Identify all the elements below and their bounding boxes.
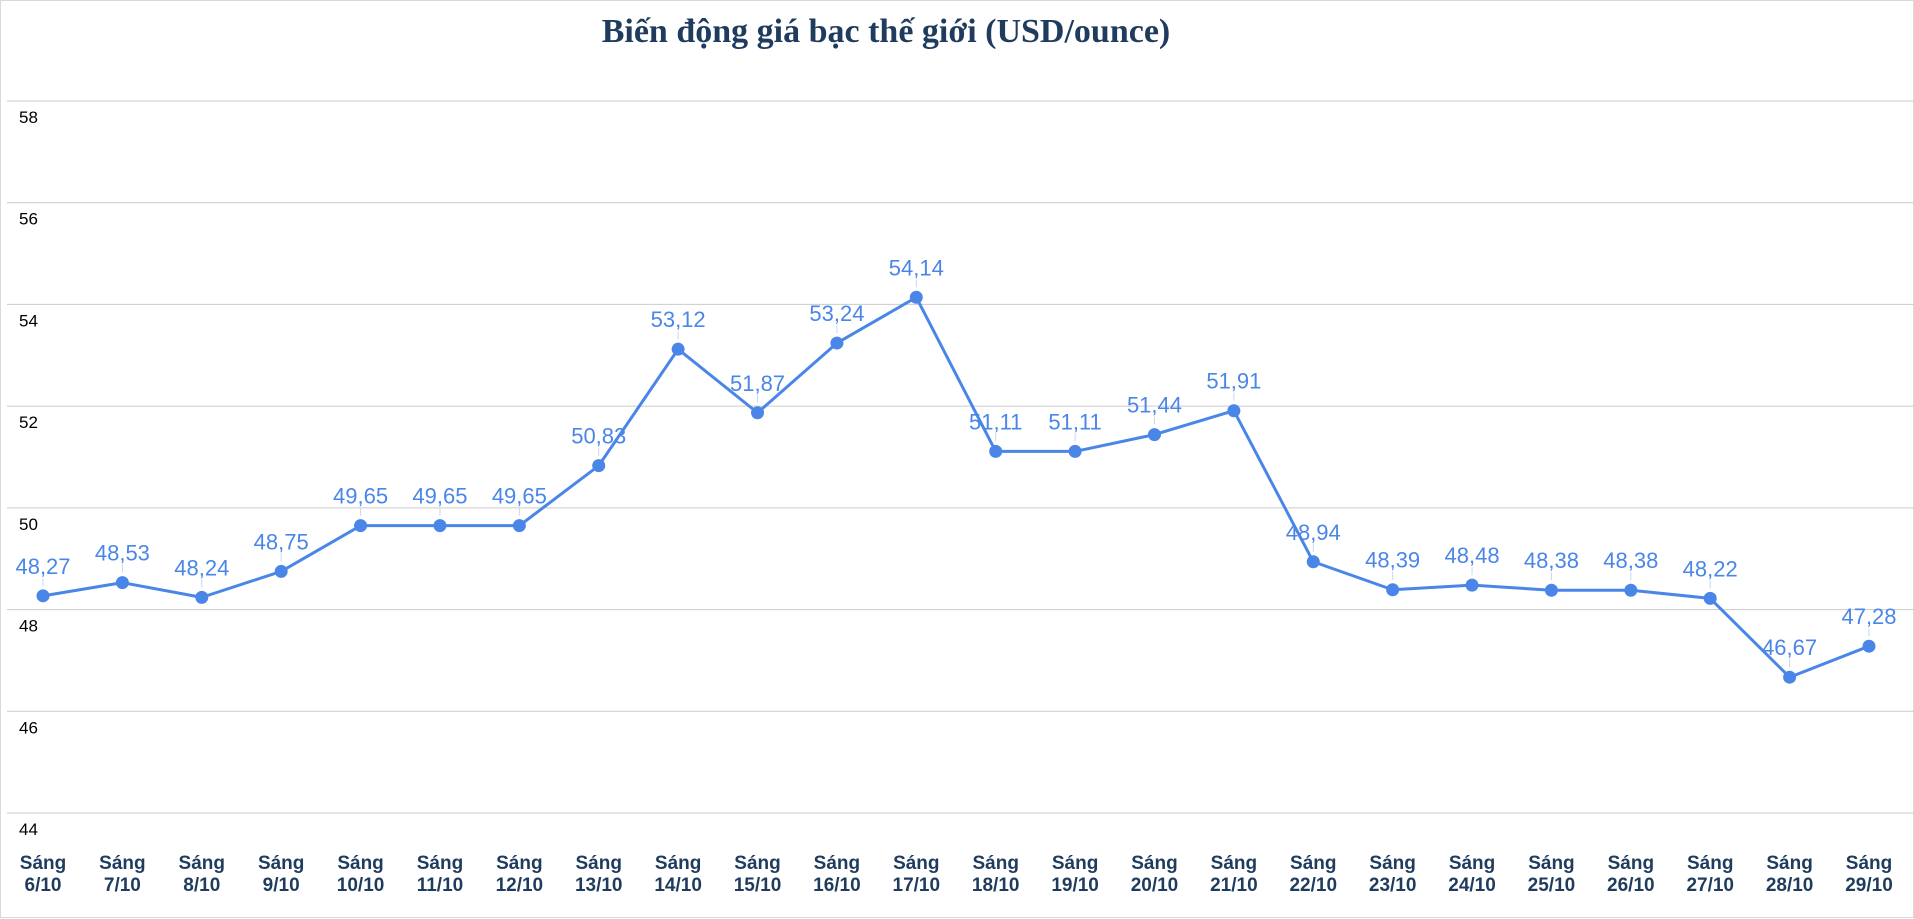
data-labels: 48,27 48,53 48,24 48,75 49,65 49,65 49,65 50,83…: [15, 255, 1897, 668]
x-tick-label: Sáng 24/10: [1448, 853, 1496, 896]
y-tick-label: 58: [19, 108, 38, 127]
x-axis-ticks: Sáng 6/10 Sáng 7/10 Sáng 8/10 Sáng 9/10 Sáng 10/1…: [20, 853, 1893, 896]
series-line: [42, 295, 1870, 679]
data-label: 46,67: [1762, 635, 1817, 660]
x-tick-label: Sáng 10/10: [337, 853, 385, 896]
data-point: [195, 590, 209, 604]
data-label: 48,38: [1603, 548, 1658, 573]
x-tick-label: Sáng 18/10: [972, 853, 1020, 896]
x-tick-label: Sáng 13/10: [575, 853, 623, 896]
data-point: [512, 519, 526, 533]
data-label: 48,24: [174, 555, 229, 580]
x-tick-label: Sáng 20/10: [1131, 853, 1179, 896]
data-point: [1306, 555, 1320, 569]
x-tick-label: Sáng 15/10: [734, 853, 782, 896]
data-label: 54,14: [889, 255, 944, 280]
data-point: [1703, 591, 1717, 605]
chart-title: Biến động giá bạc thế giới (USD/ounce): [601, 13, 1171, 50]
data-label: 48,22: [1683, 556, 1738, 581]
x-tick-label: Sáng 22/10: [1289, 853, 1337, 896]
data-point: [989, 444, 1003, 458]
data-point: [1068, 444, 1082, 458]
x-tick-label: Sáng 8/10: [179, 853, 225, 896]
data-point: [1465, 578, 1479, 592]
x-tick-label: Sáng 23/10: [1369, 853, 1417, 896]
y-axis-ticks: 44 46 48 50 52 54 56 58: [19, 108, 38, 839]
data-point: [909, 290, 923, 304]
data-label: 51,11: [1048, 409, 1101, 434]
x-tick-label: Sáng 28/10: [1766, 853, 1814, 896]
data-point: [671, 342, 685, 356]
data-label: 51,44: [1127, 393, 1182, 418]
x-tick-label: Sáng 6/10: [20, 853, 66, 896]
data-label: 53,24: [809, 301, 864, 326]
data-label: 51,87: [730, 371, 785, 396]
data-point: [354, 519, 368, 533]
data-label: 47,28: [1841, 604, 1896, 629]
y-tick-label: 44: [19, 820, 38, 839]
data-label: 48,48: [1445, 543, 1500, 568]
data-label: 48,94: [1286, 520, 1341, 545]
data-label: 48,27: [15, 554, 70, 579]
x-tick-label: Sáng 17/10: [893, 853, 941, 896]
x-tick-label: Sáng 25/10: [1528, 853, 1576, 896]
x-tick-label: Sáng 9/10: [258, 853, 304, 896]
x-tick-label: Sáng 29/10: [1845, 853, 1893, 896]
x-tick-label: Sáng 12/10: [496, 853, 544, 896]
gridlines: [7, 100, 1914, 814]
data-point: [274, 564, 288, 578]
y-tick-label: 48: [19, 617, 38, 636]
data-label: 48,53: [95, 541, 150, 566]
series-points: [36, 290, 1876, 684]
data-point: [1624, 583, 1638, 597]
x-tick-label: Sáng 26/10: [1607, 853, 1655, 896]
x-tick-label: Sáng 14/10: [654, 853, 702, 896]
data-point: [1544, 583, 1558, 597]
x-tick-label: Sáng 11/10: [417, 853, 464, 896]
data-label: 53,12: [651, 307, 706, 332]
data-label: 49,65: [333, 484, 388, 509]
data-point: [751, 406, 765, 420]
data-label: 51,11: [969, 409, 1022, 434]
series-line-path: [42, 295, 1870, 679]
data-label: 50,83: [571, 424, 626, 449]
data-label: 48,38: [1524, 548, 1579, 573]
data-point: [1227, 404, 1241, 418]
data-point: [36, 589, 50, 603]
data-point: [1386, 583, 1400, 597]
y-tick-label: 50: [19, 515, 38, 534]
data-point: [592, 459, 606, 473]
data-label: 48,75: [254, 529, 309, 554]
data-label: 49,65: [492, 484, 547, 509]
data-point: [433, 519, 447, 533]
data-label: 51,91: [1206, 369, 1261, 394]
x-tick-label: Sáng 7/10: [99, 853, 145, 896]
x-tick-label: Sáng 21/10: [1210, 853, 1258, 896]
data-point: [115, 576, 129, 590]
y-tick-label: 54: [19, 311, 38, 330]
data-point: [1147, 428, 1161, 442]
y-tick-label: 52: [19, 413, 38, 432]
x-tick-label: Sáng 16/10: [813, 853, 861, 896]
data-point: [1783, 670, 1797, 684]
x-tick-label: Sáng 19/10: [1051, 853, 1099, 896]
data-point: [830, 336, 844, 350]
y-tick-label: 46: [19, 718, 38, 737]
y-tick-label: 56: [19, 210, 38, 229]
data-point: [1862, 639, 1876, 653]
data-label: 48,39: [1365, 548, 1420, 573]
data-label: 49,65: [412, 484, 467, 509]
x-tick-label: Sáng 27/10: [1686, 853, 1734, 896]
